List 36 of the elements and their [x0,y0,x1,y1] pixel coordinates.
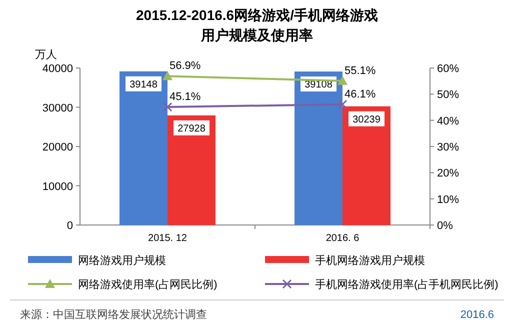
y2-tick-label: 10% [437,194,460,206]
x-tick-label: 2015. 12 [148,233,188,244]
source-note: 来源：中国互联网络发展状况统计调查 [20,308,207,321]
point [162,102,172,112]
chart-title: 2015.12-2016.6网络游戏/手机网络游戏 [136,7,378,23]
y-axis-title: 万人 [35,49,57,61]
bar [294,72,342,225]
y-tick-label: 40000 [42,63,73,75]
data-label: 55.1% [344,64,376,77]
y2-tick-label: 50% [437,89,460,102]
data-label: 39148 [130,79,158,90]
chart-subtitle: 用户规模及使用率 [200,27,313,43]
legend-label: 手机网络游戏使用率(占手机网民比例) [315,278,498,291]
y2-tick-label: 20% [437,168,460,180]
data-label: 45.1% [170,90,201,103]
bar [342,106,390,225]
data-label: 46.1% [344,88,376,100]
point [338,100,348,110]
x-tick-label: 2016. 6 [326,233,360,244]
data-label: 27928 [178,123,206,134]
y-tick-label: 20000 [42,142,73,154]
legend-label: 网络游戏用户规模 [78,254,166,267]
legend-label: 网络游戏使用率(占网民比例) [78,278,218,291]
data-label: 56.9% [170,60,201,72]
y2-tick-label: 40% [437,115,460,128]
text: 2016.6 [460,309,494,321]
y2-tick-label: 60% [437,63,460,75]
data-label: 30239 [352,114,381,126]
y2-tick-label: 30% [437,142,460,154]
y-tick-label: 10000 [42,180,73,193]
legend-label: 手机网络游戏用户规模 [315,254,425,267]
y2-tick-label: 0% [437,220,454,232]
y-tick-label: 0 [66,220,73,232]
bar [168,115,216,225]
y-tick-label: 30000 [42,102,73,114]
bar [120,71,168,225]
